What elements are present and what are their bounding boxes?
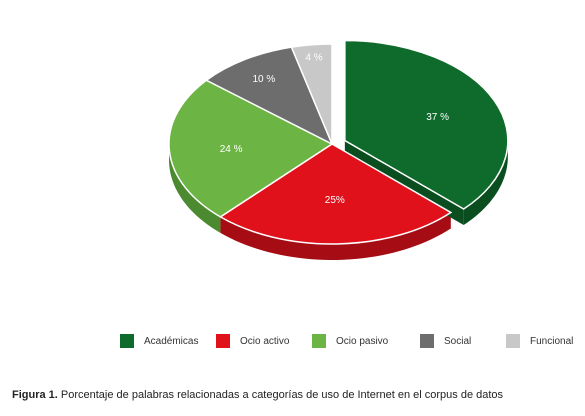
legend-item-ocio-activo: Ocio activo	[216, 334, 289, 348]
pie-slice-social	[204, 46, 334, 146]
legend-label: Ocio pasivo	[336, 335, 389, 347]
legend-item-academicas: Académicas	[120, 334, 198, 348]
legend-item-social: Social	[420, 334, 471, 348]
caption-text: Porcentaje de palabras relacionadas a ca…	[57, 389, 504, 401]
legend-label: Funcional	[530, 335, 574, 347]
legend-swatch	[120, 334, 134, 348]
data-label-ocio-activo: 25%	[325, 195, 345, 206]
pie-slice-ocio-pasivo	[168, 79, 334, 218]
legend-label: Ocio activo	[240, 335, 290, 347]
figure-caption: Figura 1. Porcentaje de palabras relacio…	[12, 389, 503, 401]
legend-label: Académicas	[144, 335, 199, 347]
legend: Académicas Ocio activo Ocio pasivo Socia…	[120, 334, 580, 354]
legend-item-funcional: Funcional	[506, 334, 573, 348]
pie-slice-funcional	[290, 43, 333, 145]
data-label-funcional: 4 %	[305, 53, 322, 64]
pie-side-academicas	[463, 140, 508, 226]
pie-chart: 37 % 25% 24 % 10 % 4 %	[168, 39, 509, 260]
legend-label: Social	[444, 335, 472, 347]
legend-item-ocio-pasivo: Ocio pasivo	[312, 334, 388, 348]
pie-slice-ocio-activo	[218, 143, 453, 245]
legend-swatch	[506, 334, 520, 348]
pie-side-ocio-activo	[220, 212, 451, 260]
legend-swatch	[216, 334, 230, 348]
caption-label: Figura 1.	[12, 389, 58, 401]
legend-swatch	[312, 334, 326, 348]
data-label-academicas: 37 %	[426, 112, 449, 123]
data-label-social: 10 %	[253, 74, 276, 85]
legend-swatch	[420, 334, 434, 348]
pie-side-ocio-pasivo	[169, 144, 221, 233]
pie-slice-academicas	[344, 39, 509, 210]
data-label-ocio-pasivo: 24 %	[220, 144, 243, 155]
